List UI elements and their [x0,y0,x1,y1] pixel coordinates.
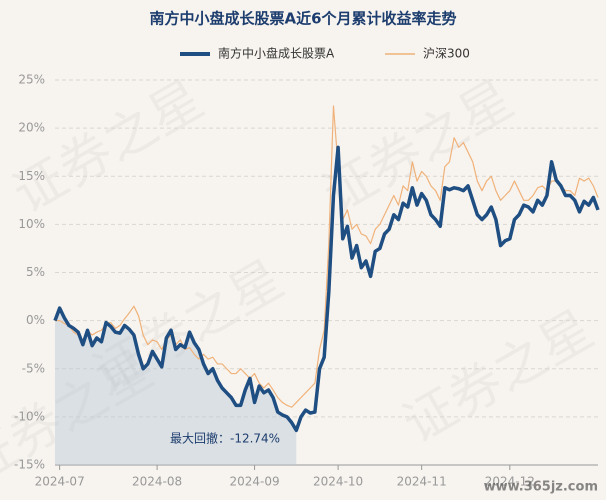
x-tick-label: 2024-11 [397,475,447,489]
y-tick-label: 5% [26,265,45,279]
source-watermark: www.365jz.com [484,480,598,495]
y-tick-label: 25% [18,73,45,87]
y-tick-label: -5% [22,361,45,375]
series-line [55,105,599,408]
chart-title: 南方中小盘成长股票A近6个月累计收益率走势 [149,10,456,28]
annotation: 最大回撤：-12.74% [170,431,280,446]
drawdown-area [55,308,297,465]
y-tick-label: 0% [26,313,45,327]
x-tick-label: 2024-07 [35,475,85,489]
x-tick-label: 2024-09 [229,475,279,489]
y-tick-label: 20% [18,121,45,135]
y-tick-label: 15% [18,169,45,183]
legend-label: 南方中小盘成长股票A [218,46,335,61]
series-line [53,145,600,433]
legend-label: 沪深300 [423,47,470,61]
x-tick-label: 2024-10 [313,475,363,489]
y-tick-label: -15% [14,458,45,472]
y-tick-label: -10% [14,409,45,423]
x-tick-label: 2024-12 [485,475,535,489]
y-tick-label: 10% [18,217,45,231]
x-tick-label: 2024-08 [132,475,182,489]
